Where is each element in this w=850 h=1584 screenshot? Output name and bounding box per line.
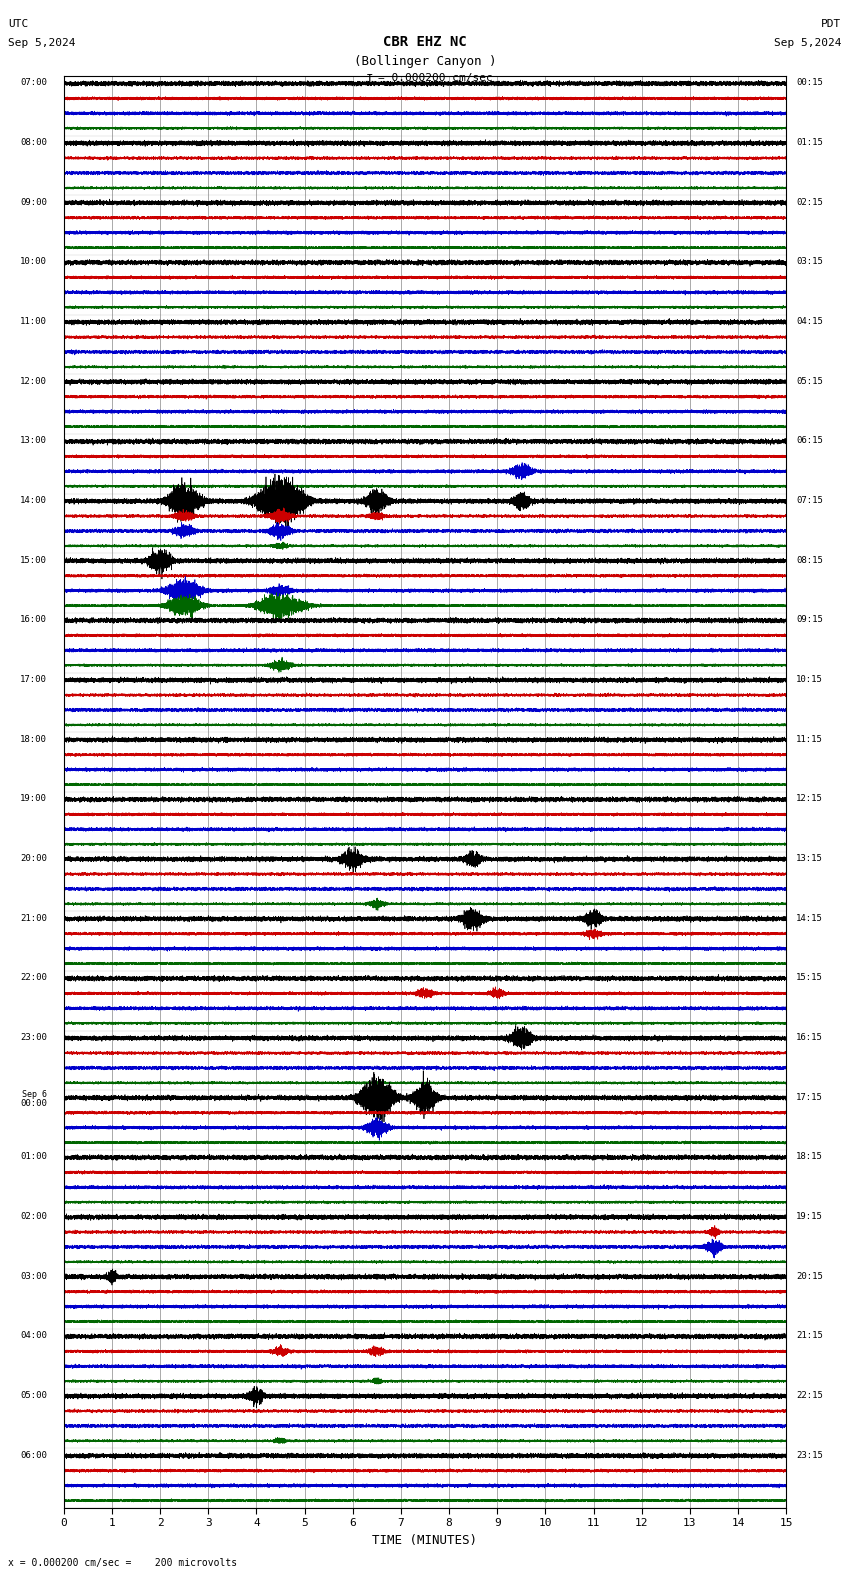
Text: Sep 5,2024: Sep 5,2024: [774, 38, 842, 48]
Text: 11:15: 11:15: [796, 735, 823, 744]
Text: 10:00: 10:00: [20, 258, 47, 266]
Text: Sep 5,2024: Sep 5,2024: [8, 38, 76, 48]
Text: 17:15: 17:15: [796, 1093, 823, 1102]
Text: 21:00: 21:00: [20, 914, 47, 923]
Text: 03:00: 03:00: [20, 1272, 47, 1281]
Text: 19:15: 19:15: [796, 1212, 823, 1221]
Text: = 0.000200 cm/sec: = 0.000200 cm/sec: [378, 73, 493, 82]
Text: 04:15: 04:15: [796, 317, 823, 326]
Text: 11:00: 11:00: [20, 317, 47, 326]
Text: 13:00: 13:00: [20, 437, 47, 445]
Text: 14:00: 14:00: [20, 496, 47, 505]
Text: 09:15: 09:15: [796, 616, 823, 624]
Text: 19:00: 19:00: [20, 795, 47, 803]
Text: 04:00: 04:00: [20, 1332, 47, 1340]
Text: 01:15: 01:15: [796, 138, 823, 147]
Text: Sep 6: Sep 6: [22, 1090, 47, 1099]
Text: 20:00: 20:00: [20, 854, 47, 863]
Text: 22:15: 22:15: [796, 1391, 823, 1400]
Text: UTC: UTC: [8, 19, 29, 29]
Text: 08:15: 08:15: [796, 556, 823, 565]
Text: 14:15: 14:15: [796, 914, 823, 923]
Text: 05:15: 05:15: [796, 377, 823, 386]
Text: 12:15: 12:15: [796, 795, 823, 803]
Text: 23:15: 23:15: [796, 1451, 823, 1460]
Text: 10:15: 10:15: [796, 675, 823, 684]
Text: 06:15: 06:15: [796, 437, 823, 445]
Text: I: I: [366, 73, 373, 86]
Text: 15:00: 15:00: [20, 556, 47, 565]
Text: 01:00: 01:00: [20, 1153, 47, 1161]
Text: 16:15: 16:15: [796, 1033, 823, 1042]
Text: 23:00: 23:00: [20, 1033, 47, 1042]
Text: 18:00: 18:00: [20, 735, 47, 744]
Text: 05:00: 05:00: [20, 1391, 47, 1400]
Text: 18:15: 18:15: [796, 1153, 823, 1161]
X-axis label: TIME (MINUTES): TIME (MINUTES): [372, 1533, 478, 1548]
Text: 06:00: 06:00: [20, 1451, 47, 1460]
Text: 12:00: 12:00: [20, 377, 47, 386]
Text: 15:15: 15:15: [796, 974, 823, 982]
Text: 13:15: 13:15: [796, 854, 823, 863]
Text: 07:00: 07:00: [20, 79, 47, 87]
Text: 17:00: 17:00: [20, 675, 47, 684]
Text: 07:15: 07:15: [796, 496, 823, 505]
Text: x = 0.000200 cm/sec =    200 microvolts: x = 0.000200 cm/sec = 200 microvolts: [8, 1559, 238, 1568]
Text: 20:15: 20:15: [796, 1272, 823, 1281]
Text: 00:00: 00:00: [20, 1099, 47, 1107]
Text: (Bollinger Canyon ): (Bollinger Canyon ): [354, 55, 496, 68]
Text: 02:00: 02:00: [20, 1212, 47, 1221]
Text: 03:15: 03:15: [796, 258, 823, 266]
Text: CBR EHZ NC: CBR EHZ NC: [383, 35, 467, 49]
Text: PDT: PDT: [821, 19, 842, 29]
Text: 08:00: 08:00: [20, 138, 47, 147]
Text: 02:15: 02:15: [796, 198, 823, 208]
Text: 00:15: 00:15: [796, 79, 823, 87]
Text: 21:15: 21:15: [796, 1332, 823, 1340]
Text: 16:00: 16:00: [20, 616, 47, 624]
Text: 22:00: 22:00: [20, 974, 47, 982]
Text: 09:00: 09:00: [20, 198, 47, 208]
